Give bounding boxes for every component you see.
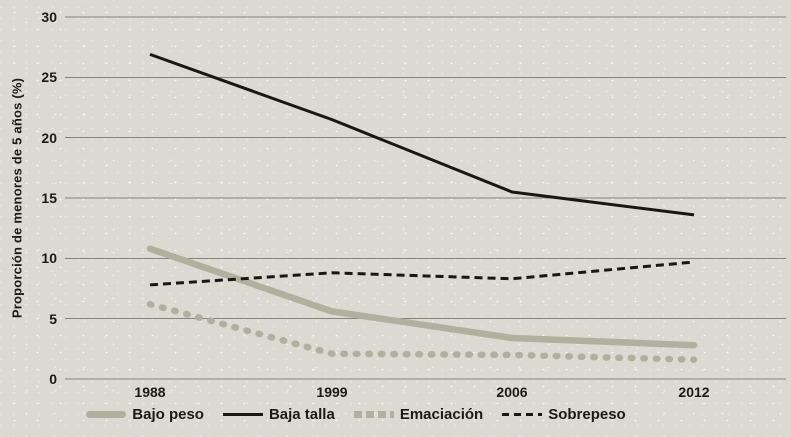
legend-label-sobrepeso: Sobrepeso: [548, 406, 626, 423]
legend-label-emaciaci-n: Emaciación: [399, 406, 484, 423]
bajo-peso-line-swatch-icon: [86, 411, 127, 418]
y-tick-label-25: 25: [41, 69, 57, 86]
baja-talla-line-swatch-icon: [222, 413, 263, 416]
legend-item-baja-talla: Baja talla: [222, 406, 335, 423]
sobrepeso-line-swatch-icon: [502, 413, 543, 416]
series-line-sobrepeso: [149, 260, 695, 287]
y-tick-label-30: 30: [41, 9, 57, 25]
y-tick-label-10: 10: [41, 250, 57, 267]
legend-item-emaciaci-n: Emaciación: [353, 406, 484, 423]
y-tick-label-5: 5: [49, 310, 57, 327]
y-tick-label-15: 15: [41, 190, 57, 206]
legend-item-bajo-peso: Bajo peso: [86, 406, 204, 423]
chart-legend: Bajo peso Baja talla Emaciación Sobrepeso: [0, 406, 712, 423]
series-line-emaciaci-n: [146, 300, 698, 363]
emaciaci-n-line-swatch-icon: [353, 411, 394, 418]
legend-item-sobrepeso: Sobrepeso: [502, 406, 626, 423]
y-tick-label-20: 20: [41, 129, 57, 146]
x-tick-label-2012: 2012: [678, 384, 710, 400]
legend-label-bajo-peso: Bajo peso: [132, 406, 204, 423]
y-tick-label-0: 0: [49, 371, 57, 387]
series-line-bajo-peso: [146, 245, 698, 349]
legend-label-baja-talla: Baja talla: [268, 406, 335, 423]
x-tick-label-1999: 1999: [316, 384, 348, 400]
x-tick-label-1988: 1988: [134, 384, 166, 400]
x-tick-label-2006: 2006: [496, 384, 528, 400]
series-line-baja-talla: [149, 52, 695, 217]
